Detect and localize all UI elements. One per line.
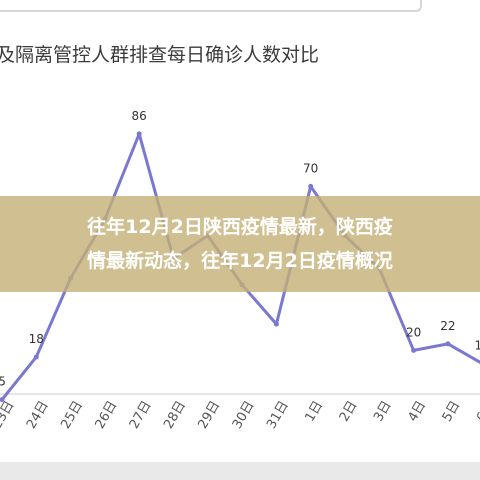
data-label: 86 [132, 109, 147, 123]
data-point [411, 347, 417, 353]
x-tick-label: 26日 [93, 399, 121, 432]
headline-line-2: 情最新动态，往年12月2日疫情概况 [87, 250, 393, 272]
chart-title: 及隔离管控人群排查每日确诊人数对比 [0, 44, 320, 66]
data-point [0, 397, 5, 403]
x-tick-label: 28日 [161, 399, 189, 432]
data-point [273, 321, 279, 327]
headline-banner: 往年12月2日陕西疫情最新，陕西疫 情最新动态，往年12月2日疫情概况 [0, 196, 480, 292]
data-point [308, 183, 314, 189]
x-tick-label: 2日 [337, 399, 361, 425]
headline-line-1: 往年12月2日陕西疫情最新，陕西疫 [87, 216, 393, 238]
x-tick-label: 30日 [230, 399, 258, 432]
x-tick-label: 5日 [440, 399, 464, 425]
x-tick-label: 23日 [0, 399, 17, 432]
data-label: 70 [303, 161, 318, 175]
x-tick-label: 29日 [196, 399, 224, 432]
headline-text: 往年12月2日陕西疫情最新，陕西疫 情最新动态，往年12月2日疫情概况 [0, 210, 480, 278]
data-label: 5 [0, 375, 6, 389]
x-tick-label: 3日 [371, 399, 395, 425]
top-border-decoration [0, 0, 422, 12]
x-tick-label: 25日 [58, 399, 86, 432]
data-label: 18 [29, 332, 44, 346]
data-point [33, 354, 39, 360]
data-label: 16 [475, 339, 480, 353]
x-tick-label: 27日 [127, 399, 155, 432]
chart-card: 及隔离管控人群排查每日确诊人数对比 5 18 86 70 20 22 16 23日 24日25日… [0, 0, 480, 462]
data-point [136, 131, 142, 137]
x-tick-label: 31日 [264, 399, 292, 432]
data-point [445, 341, 451, 347]
page-footer [0, 462, 480, 480]
data-label: 22 [440, 319, 455, 333]
x-tick-label: 6日 [474, 399, 480, 425]
x-tick-label: 24日 [24, 399, 52, 432]
x-tick-label: 4日 [405, 399, 429, 425]
data-label: 20 [406, 325, 421, 339]
x-tick-label: 1日 [303, 399, 327, 425]
